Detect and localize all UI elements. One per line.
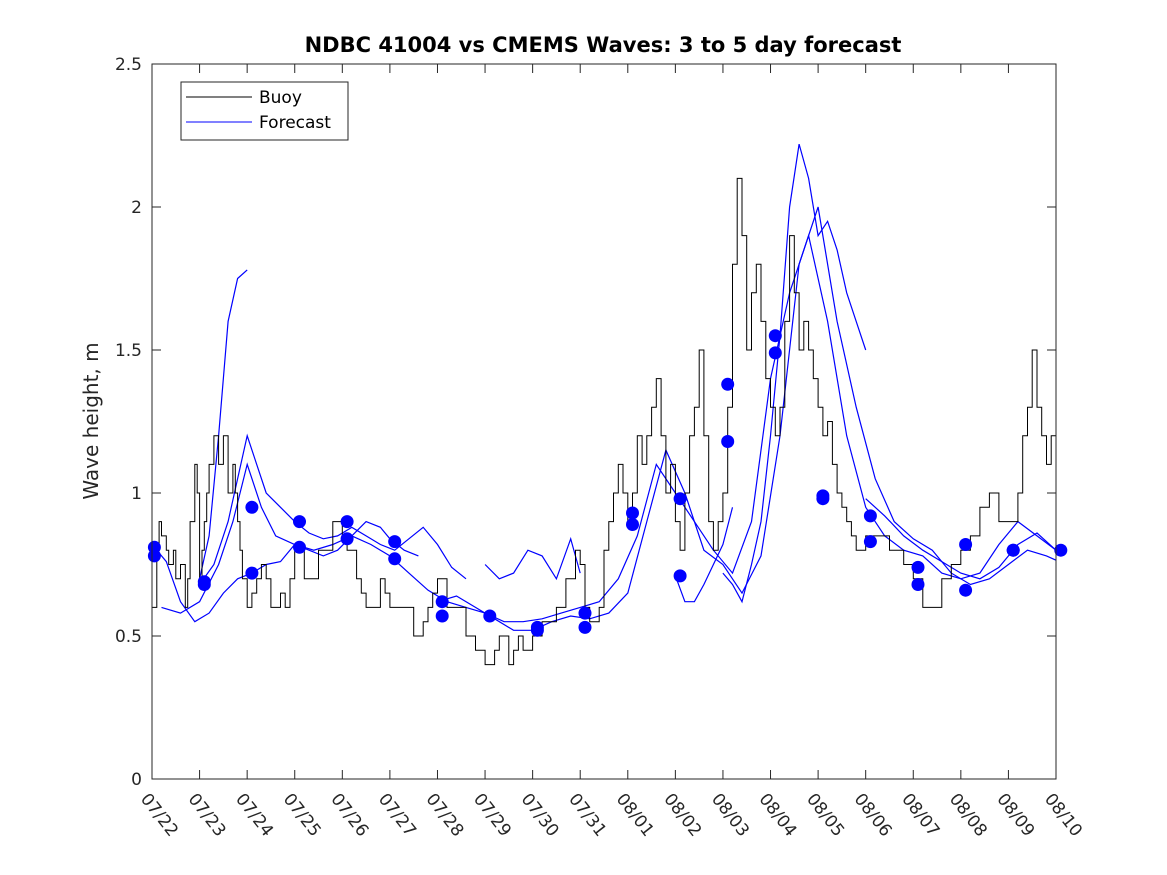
forecast-marker xyxy=(863,535,877,549)
forecast-marker xyxy=(959,538,973,551)
forecast-marker xyxy=(673,569,687,583)
y-tick-label: 0 xyxy=(131,770,142,790)
axes-box xyxy=(151,63,1057,780)
x-tick-label: 07/22 xyxy=(136,790,182,841)
x-tick-label: 08/08 xyxy=(945,790,991,841)
forecast-series-line-1 xyxy=(199,433,467,585)
y-axis-label: Wave height, m xyxy=(79,342,103,499)
forecast-series-line-6 xyxy=(722,143,867,604)
x-tick-label: 08/10 xyxy=(1040,790,1086,841)
forecast-series-line-2 xyxy=(199,269,248,579)
forecast-marker xyxy=(911,560,925,574)
x-tick-label: 08/09 xyxy=(992,790,1038,841)
x-tick-label: 08/01 xyxy=(612,790,658,841)
x-tick-label: 07/30 xyxy=(517,790,563,841)
x-tick-label: 07/24 xyxy=(231,790,277,841)
forecast-marker xyxy=(721,377,735,391)
forecast-series-line-5 xyxy=(484,536,581,581)
x-tick-label: 08/05 xyxy=(802,790,848,841)
buoy-series-line xyxy=(152,177,1056,666)
forecast-marker xyxy=(245,500,259,514)
legend-box xyxy=(180,81,349,141)
plot-area: 00.511.522.507/22 07/23 07/24 07/25 07/26 07/… xyxy=(115,55,1086,841)
legend-buoy-label: Buoy xyxy=(259,88,302,108)
forecast-marker xyxy=(911,578,925,591)
y-tick-label: 2.5 xyxy=(115,55,142,75)
x-tick-label: 07/25 xyxy=(279,790,325,841)
legend-forecast-label: Forecast xyxy=(259,113,331,133)
forecast-marker xyxy=(388,535,402,549)
x-tick-label: 07/31 xyxy=(564,790,610,841)
chart-title: NDBC 41004 vs CMEMS Waves: 3 to 5 day fo… xyxy=(305,33,902,57)
x-tick-label: 07/27 xyxy=(374,790,420,841)
forecast-marker xyxy=(626,518,639,531)
x-tick-label: 08/03 xyxy=(707,790,753,841)
forecast-marker xyxy=(768,346,782,360)
x-tick-label: 07/28 xyxy=(422,790,468,841)
y-tick-label: 2 xyxy=(131,198,142,218)
forecast-marker xyxy=(578,606,592,620)
forecast-marker xyxy=(340,532,354,546)
x-tick-label: 08/04 xyxy=(755,790,801,841)
forecast-marker xyxy=(768,329,782,343)
x-tick-label: 07/26 xyxy=(326,790,372,841)
forecast-series-line-8 xyxy=(865,498,1056,580)
forecast-marker xyxy=(721,435,735,448)
forecast-marker xyxy=(1006,543,1020,557)
forecast-marker xyxy=(816,492,830,506)
y-tick-label: 0.5 xyxy=(115,627,142,647)
forecast-marker xyxy=(388,552,402,566)
x-tick-label: 08/07 xyxy=(897,790,943,841)
forecast-marker xyxy=(340,515,354,529)
forecast-marker xyxy=(530,623,544,637)
forecast-marker xyxy=(435,609,449,623)
forecast-marker xyxy=(673,492,687,506)
forecast-marker xyxy=(626,506,639,520)
legend: Buoy Forecast xyxy=(180,81,349,141)
x-tick-label: 08/06 xyxy=(850,790,896,841)
x-tick-label: 07/29 xyxy=(469,790,515,841)
forecast-marker xyxy=(863,509,877,523)
x-tick-label: 07/23 xyxy=(184,790,230,841)
forecast-marker xyxy=(959,583,973,597)
forecast-marker xyxy=(197,578,211,591)
forecast-marker xyxy=(245,566,259,580)
forecast-marker xyxy=(578,620,592,634)
forecast-marker xyxy=(435,595,449,609)
forecast-marker xyxy=(147,549,161,563)
forecast-marker xyxy=(293,540,306,554)
forecast-marker xyxy=(483,609,497,623)
forecast-series-line-0 xyxy=(152,520,419,623)
forecast-marker xyxy=(1054,543,1068,557)
forecast-marker xyxy=(293,515,306,529)
forecast-series-line-7 xyxy=(674,507,734,603)
x-tick-label: 08/02 xyxy=(659,790,705,841)
y-tick-label: 1.5 xyxy=(115,341,142,361)
y-tick-label: 1 xyxy=(131,484,142,504)
